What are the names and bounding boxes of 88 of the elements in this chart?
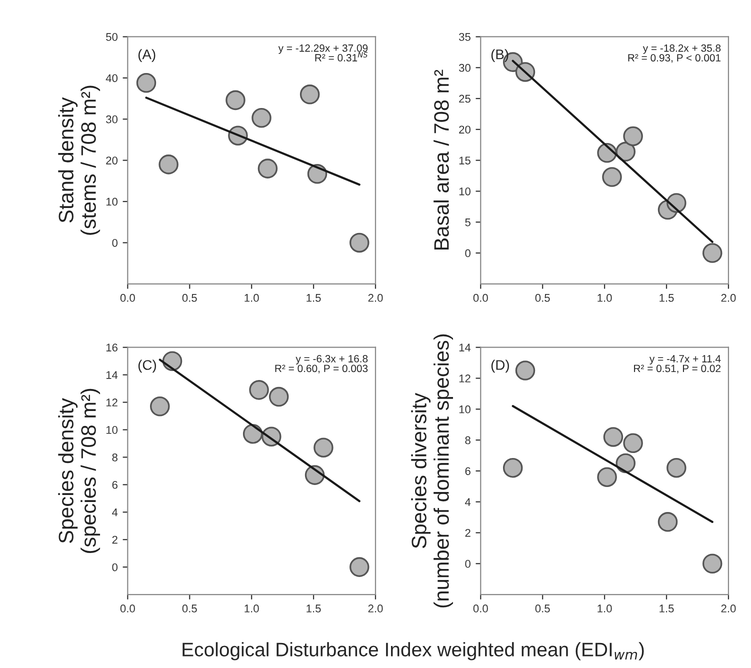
y-tick-label: 10 xyxy=(106,198,118,206)
x-tick-label: 1.0 xyxy=(244,604,259,612)
x-tick-label: 1.5 xyxy=(306,604,321,612)
x-axis-title: Ecological Disturbance Index weighted mean (EDI$_{wm}$) xyxy=(182,642,644,660)
point xyxy=(702,243,722,263)
y-axis-title: Species diversity (number of dominant species) xyxy=(411,334,454,608)
y-tick-label: 6 xyxy=(465,467,470,476)
y-tick-label: 25 xyxy=(459,94,470,103)
y-tick-label: 6 xyxy=(112,480,118,489)
y-tick-label: 30 xyxy=(458,64,470,72)
annotation: y = -12.29x + 37.09 R² = 0.31$^{NS}$ xyxy=(278,44,368,62)
x-tick-label: 1.0 xyxy=(598,604,612,612)
y-tick-label: 2 xyxy=(112,536,118,544)
point xyxy=(350,557,370,577)
annotation: (A) xyxy=(138,49,156,62)
x-tick-label: 0.0 xyxy=(120,604,135,612)
x-tick-label: 0.5 xyxy=(535,294,550,302)
point xyxy=(623,433,643,454)
x-tick-label: 1.5 xyxy=(660,604,674,612)
y-tick-label: 12 xyxy=(106,398,118,406)
x-tick-label: 0.0 xyxy=(120,294,135,302)
y-axis-title: Species density (species / 708 m²) xyxy=(58,388,100,553)
x-tick-label: 2.0 xyxy=(721,294,736,302)
point xyxy=(268,386,289,407)
point xyxy=(350,232,370,253)
annotation: (C) xyxy=(138,360,156,373)
y-tick-label: 14 xyxy=(106,371,118,379)
x-tick-label: 2.0 xyxy=(368,294,383,302)
x-tick-label: 2.0 xyxy=(368,604,383,612)
y-tick-label: 30 xyxy=(106,115,118,124)
point xyxy=(616,453,636,474)
point xyxy=(658,512,678,532)
point xyxy=(623,126,643,146)
y-tick-label: 4 xyxy=(112,508,118,516)
y-tick-label: 0 xyxy=(465,560,470,568)
x-tick-label: 1.0 xyxy=(598,294,612,302)
point xyxy=(252,108,272,128)
point xyxy=(515,360,536,380)
x-tick-label: 1.5 xyxy=(306,294,321,302)
point xyxy=(502,458,523,478)
y-tick-label: 15 xyxy=(459,156,470,164)
point xyxy=(249,380,269,400)
annotation: (B) xyxy=(491,49,508,62)
point xyxy=(226,90,246,110)
point xyxy=(158,154,178,174)
y-tick-label: 16 xyxy=(106,344,118,352)
annotation: (D) xyxy=(491,360,509,373)
y-tick-label: 20 xyxy=(459,126,470,134)
point xyxy=(666,458,686,478)
y-tick-label: 40 xyxy=(106,74,118,82)
x-tick-label: 0.5 xyxy=(182,294,197,302)
y-tick-label: 14 xyxy=(459,344,471,352)
annotation: y = -4.7x + 11.4 R² = 0.51, P = 0.02 xyxy=(634,355,721,374)
y-tick-label: 10 xyxy=(106,426,118,434)
point xyxy=(258,158,278,178)
y-axis-title: Stand density (stems / 708 m²) xyxy=(58,86,100,235)
point xyxy=(702,554,722,574)
y-tick-label: 0 xyxy=(112,563,118,572)
point xyxy=(300,84,320,104)
annotation: y = -6.3x + 16.8 R² = 0.60, P = 0.003 xyxy=(275,355,368,374)
y-tick-label: 20 xyxy=(106,156,118,164)
x-tick-label: 1.0 xyxy=(244,294,259,302)
y-tick-label: 8 xyxy=(465,436,470,444)
x-tick-label: 0.0 xyxy=(473,294,488,302)
y-tick-label: 12 xyxy=(459,374,470,382)
y-tick-label: 10 xyxy=(459,405,470,414)
x-tick-label: 0.5 xyxy=(182,604,197,612)
x-tick-label: 2.0 xyxy=(721,604,736,612)
point xyxy=(603,427,624,447)
y-tick-label: 2 xyxy=(465,528,470,537)
x-tick-label: 0.0 xyxy=(473,604,488,612)
point xyxy=(150,396,170,416)
y-tick-label: 35 xyxy=(458,33,470,41)
point xyxy=(597,467,617,488)
x-tick-label: 0.5 xyxy=(535,604,550,612)
annotation: y = -18.2x + 35.8 R² = 0.93, P < 0.001 xyxy=(628,44,721,63)
y-tick-label: 0 xyxy=(465,249,470,258)
y-tick-label: 10 xyxy=(459,187,470,196)
y-axis-title: Basal area / 708 m² xyxy=(434,70,449,250)
y-tick-label: 0 xyxy=(112,238,118,247)
y-tick-label: 8 xyxy=(112,453,118,462)
y-tick-label: 4 xyxy=(464,498,471,506)
x-tick-label: 1.5 xyxy=(660,294,674,302)
point xyxy=(136,72,156,93)
point xyxy=(602,167,622,187)
y-tick-label: 50 xyxy=(106,33,118,41)
point xyxy=(314,438,334,458)
y-tick-label: 5 xyxy=(465,218,470,226)
